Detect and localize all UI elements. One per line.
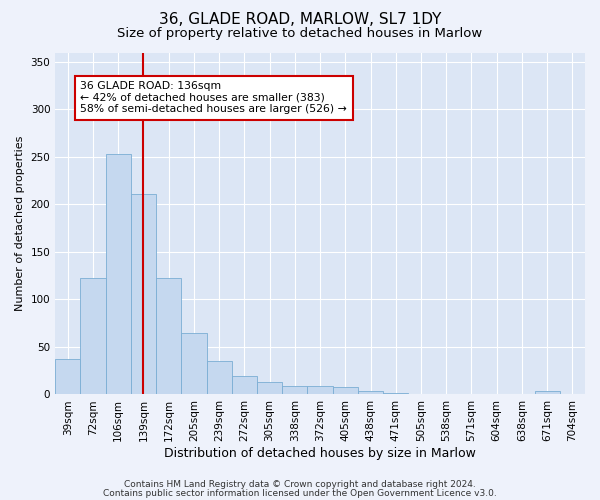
Y-axis label: Number of detached properties: Number of detached properties — [15, 136, 25, 311]
Bar — [332, 387, 358, 394]
Bar — [232, 376, 257, 394]
Bar — [55, 360, 80, 394]
Text: Contains public sector information licensed under the Open Government Licence v3: Contains public sector information licen… — [103, 488, 497, 498]
Bar — [535, 390, 560, 394]
X-axis label: Distribution of detached houses by size in Marlow: Distribution of detached houses by size … — [164, 447, 476, 460]
Bar — [358, 390, 383, 394]
Bar — [80, 278, 106, 394]
Text: Contains HM Land Registry data © Crown copyright and database right 2024.: Contains HM Land Registry data © Crown c… — [124, 480, 476, 489]
Bar — [257, 382, 282, 394]
Bar — [282, 386, 307, 394]
Text: Size of property relative to detached houses in Marlow: Size of property relative to detached ho… — [118, 28, 482, 40]
Bar — [307, 386, 332, 394]
Bar — [156, 278, 181, 394]
Bar — [383, 392, 409, 394]
Text: 36 GLADE ROAD: 136sqm
← 42% of detached houses are smaller (383)
58% of semi-det: 36 GLADE ROAD: 136sqm ← 42% of detached … — [80, 81, 347, 114]
Bar — [131, 194, 156, 394]
Bar — [106, 154, 131, 394]
Text: 36, GLADE ROAD, MARLOW, SL7 1DY: 36, GLADE ROAD, MARLOW, SL7 1DY — [159, 12, 441, 28]
Bar — [206, 361, 232, 394]
Bar — [181, 332, 206, 394]
